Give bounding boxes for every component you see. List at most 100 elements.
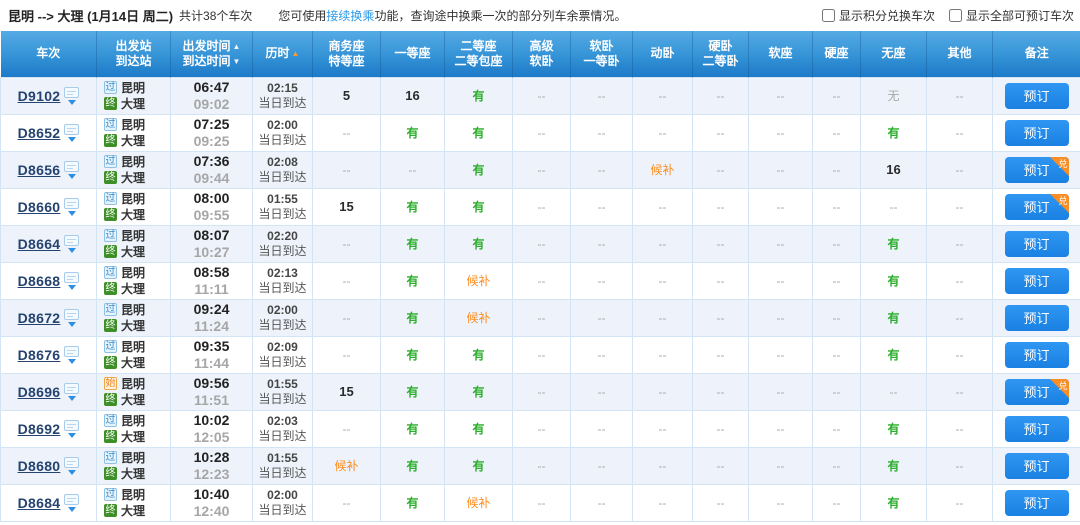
seat-info-card-icon[interactable]	[64, 456, 80, 468]
origin-station-type-tag: 过	[104, 488, 117, 501]
seat-qt-availability: --	[926, 261, 993, 300]
seat-value: --	[955, 125, 964, 140]
duration-value: 02:08	[267, 155, 298, 169]
book-button[interactable]: 预订	[1004, 489, 1069, 516]
seat-value: 有	[406, 348, 419, 362]
arrival-day-note: 当日到达	[258, 96, 307, 110]
seat-value: 有	[887, 459, 900, 473]
expand-stops-chevron-down-icon[interactable]	[67, 247, 76, 253]
filter-points-option[interactable]: 显示积分兑换车次	[821, 7, 935, 24]
seat-value: --	[776, 273, 785, 288]
expand-stops-chevron-down-icon[interactable]	[67, 321, 76, 327]
train-number-link[interactable]: D8672	[17, 309, 61, 326]
book-button[interactable]: 预订	[1004, 341, 1069, 368]
expand-stops-chevron-down-icon[interactable]	[67, 173, 76, 179]
departure-time: 06:47	[193, 78, 230, 95]
column-header-times[interactable]: 出发时间 ▲ 到达时间 ▼	[170, 31, 253, 77]
seat-info-card-icon[interactable]	[64, 234, 80, 246]
book-button[interactable]: 预订	[1004, 230, 1069, 257]
sort-asc-icon[interactable]: ▲	[232, 41, 241, 51]
seat-value: --	[832, 199, 841, 214]
book-button[interactable]: 预订兑	[1004, 193, 1069, 220]
seat-value: --	[716, 495, 725, 510]
sort-desc-icon[interactable]: ▼	[232, 56, 241, 66]
train-number-link[interactable]: D8696	[17, 383, 61, 400]
duration-cell: 02:09 当日到达	[252, 335, 313, 374]
seat-value: 有	[887, 237, 900, 251]
destination-station-name: 大理	[121, 134, 146, 148]
book-button-label: 预订	[1023, 89, 1050, 104]
train-number-link[interactable]: D8680	[17, 457, 61, 474]
seat-info-card-icon[interactable]	[64, 86, 80, 98]
filter-all-bookable-option[interactable]: 显示全部可预订车次	[948, 7, 1074, 24]
expand-stops-chevron-down-icon[interactable]	[67, 506, 76, 512]
seat-info-card-icon[interactable]	[64, 308, 80, 320]
points-exchange-corner-ribbon	[1049, 156, 1069, 176]
book-button[interactable]: 预订	[1004, 415, 1069, 442]
seat-info-card-icon[interactable]	[64, 160, 80, 172]
train-number-link[interactable]: D8684	[17, 494, 61, 511]
train-number-link[interactable]: D8656	[17, 161, 61, 178]
seat-rz-availability: --	[748, 150, 813, 189]
seat-info-card-icon[interactable]	[64, 271, 80, 283]
seat-second-availability: 有	[444, 187, 513, 226]
points-exchange-checkbox[interactable]	[821, 9, 835, 22]
book-button[interactable]: 预订	[1004, 82, 1069, 109]
all-bookable-checkbox[interactable]	[948, 9, 962, 22]
origin-station-name: 昆明	[121, 451, 146, 465]
book-button[interactable]: 预订兑	[1004, 378, 1069, 405]
seat-value: --	[342, 310, 351, 325]
seat-yz-availability: --	[812, 187, 861, 226]
seat-value: 无	[887, 89, 900, 103]
expand-stops-chevron-down-icon[interactable]	[67, 432, 76, 438]
seat-value: 有	[472, 89, 485, 103]
expand-stops-chevron-down-icon[interactable]	[67, 136, 76, 142]
seat-info-card-icon[interactable]	[64, 197, 80, 209]
expand-stops-chevron-down-icon[interactable]	[67, 395, 76, 401]
column-label: 软卧	[589, 38, 614, 53]
train-number-link[interactable]: D8692	[17, 420, 61, 437]
train-row-D8696: D8696 始昆明终大理 09:56 11:51 01:55 当日到达 15 有有 -- -- --…	[0, 372, 1080, 411]
seat-value: --	[537, 199, 546, 214]
expand-stops-chevron-down-icon[interactable]	[67, 210, 76, 216]
column-header-duration[interactable]: 历时 ▲	[252, 31, 313, 77]
expand-stops-chevron-down-icon[interactable]	[67, 99, 76, 105]
train-number-link[interactable]: D8660	[17, 198, 61, 215]
origin-station-type-tag: 始	[104, 377, 117, 390]
expand-stops-chevron-down-icon[interactable]	[67, 469, 76, 475]
seat-gjrw-availability: --	[512, 483, 571, 522]
arrival-time: 11:24	[193, 317, 230, 334]
book-button[interactable]: 预订	[1004, 267, 1069, 294]
seat-yw-availability: --	[692, 372, 749, 411]
train-number-link[interactable]: D9102	[17, 87, 61, 104]
seat-value: 15	[339, 199, 354, 214]
expand-stops-chevron-down-icon[interactable]	[67, 284, 76, 290]
seat-info-card-icon[interactable]	[64, 419, 80, 431]
train-number-link[interactable]: D8676	[17, 346, 61, 363]
train-number-link[interactable]: D8668	[17, 272, 61, 289]
seat-value: 有	[472, 126, 485, 140]
book-button[interactable]: 预订兑	[1004, 156, 1069, 183]
seat-info-card-icon[interactable]	[64, 123, 80, 135]
seat-second-availability: 有	[444, 409, 513, 448]
seat-value: 有	[406, 126, 419, 140]
seat-value: --	[537, 236, 546, 251]
points-exchange-corner-ribbon	[1049, 378, 1069, 398]
expand-stops-chevron-down-icon[interactable]	[67, 358, 76, 364]
column-label: 到达时间	[182, 53, 231, 68]
book-button[interactable]: 预订	[1004, 304, 1069, 331]
book-button[interactable]: 预订	[1004, 452, 1069, 479]
book-button[interactable]: 预订	[1004, 119, 1069, 146]
arrival-time: 09:55	[193, 206, 230, 223]
seat-business-availability: --	[312, 224, 381, 263]
seat-info-card-icon[interactable]	[64, 382, 80, 394]
sort-asc-icon[interactable]: ▲	[291, 49, 300, 59]
destination-station-name: 大理	[121, 356, 146, 370]
transfer-link[interactable]: 接续换乘	[326, 9, 375, 23]
train-number-link[interactable]: D8664	[17, 235, 61, 252]
seat-value: --	[832, 162, 841, 177]
seat-info-card-icon[interactable]	[64, 493, 80, 505]
seat-info-card-icon[interactable]	[64, 345, 80, 357]
seat-value: --	[776, 384, 785, 399]
train-number-link[interactable]: D8652	[17, 124, 61, 141]
